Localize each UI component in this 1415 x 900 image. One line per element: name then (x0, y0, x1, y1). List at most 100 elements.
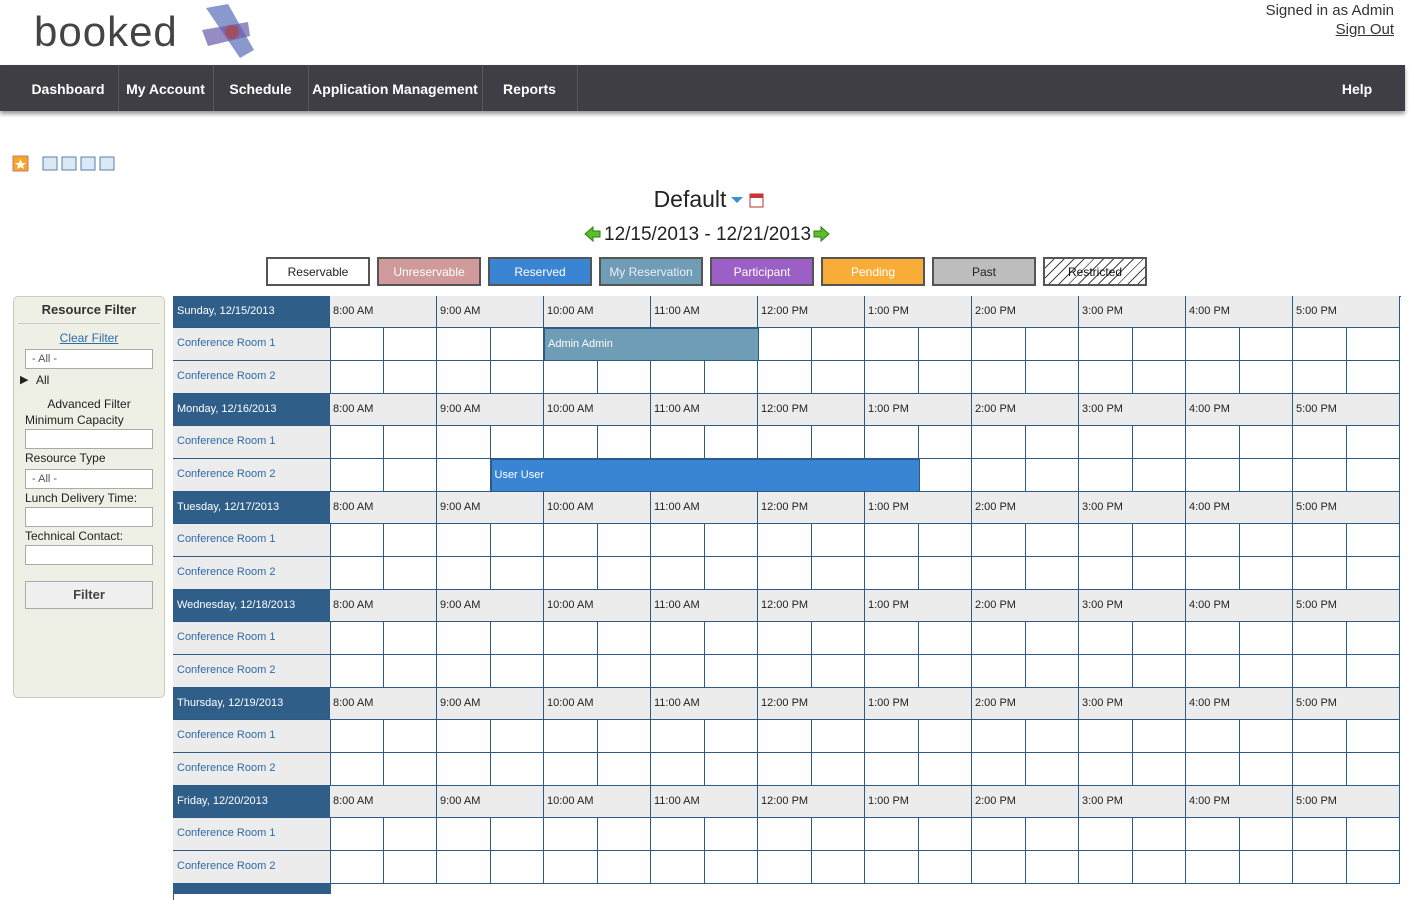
slot[interactable] (437, 524, 491, 557)
slot[interactable] (383, 818, 437, 851)
nav-item[interactable]: My Account (118, 65, 214, 111)
reservation[interactable]: Admin Admin (544, 328, 759, 361)
slot[interactable] (1186, 361, 1240, 394)
slot[interactable] (1025, 851, 1079, 884)
slot[interactable] (1239, 557, 1293, 590)
slot[interactable] (651, 720, 705, 753)
slot[interactable] (651, 426, 705, 459)
slot[interactable] (918, 524, 972, 557)
slot[interactable] (1346, 818, 1400, 851)
slot[interactable] (597, 851, 651, 884)
slot[interactable] (865, 622, 919, 655)
slot[interactable] (383, 851, 437, 884)
slot[interactable] (704, 426, 758, 459)
slot[interactable] (437, 655, 491, 688)
room-label[interactable]: Conference Room 2 (173, 655, 331, 688)
slot[interactable] (1132, 622, 1186, 655)
slot[interactable] (490, 426, 544, 459)
slot[interactable] (330, 361, 384, 394)
slot[interactable] (383, 557, 437, 590)
slot[interactable] (1025, 818, 1079, 851)
contact-input[interactable] (25, 545, 153, 565)
slot[interactable] (1293, 753, 1347, 786)
slot[interactable] (1346, 720, 1400, 753)
slot[interactable] (1239, 524, 1293, 557)
slot[interactable] (758, 328, 812, 361)
slot[interactable] (704, 818, 758, 851)
slot[interactable] (437, 459, 491, 492)
slot[interactable] (918, 655, 972, 688)
slot[interactable] (1346, 361, 1400, 394)
slot[interactable] (811, 328, 865, 361)
room-label[interactable]: Conference Room 2 (173, 753, 331, 786)
slot[interactable] (1346, 622, 1400, 655)
slot[interactable] (1025, 524, 1079, 557)
slot[interactable] (1079, 328, 1133, 361)
slot[interactable] (811, 557, 865, 590)
slot[interactable] (1186, 818, 1240, 851)
slot[interactable] (1079, 361, 1133, 394)
slot[interactable] (544, 622, 598, 655)
slot[interactable] (1079, 459, 1133, 492)
slot[interactable] (330, 818, 384, 851)
capacity-input[interactable] (25, 429, 153, 449)
slot[interactable] (1293, 851, 1347, 884)
view-icon[interactable] (42, 156, 58, 171)
slot[interactable] (1293, 524, 1347, 557)
slot[interactable] (1186, 459, 1240, 492)
slot[interactable] (972, 655, 1026, 688)
slot[interactable] (490, 557, 544, 590)
nav-item[interactable]: Dashboard (18, 65, 119, 111)
resource-select[interactable]: - All - (25, 349, 153, 369)
slot[interactable] (383, 720, 437, 753)
nav-item[interactable]: Help (1341, 81, 1373, 97)
slot[interactable] (972, 753, 1026, 786)
slot[interactable] (865, 851, 919, 884)
slot[interactable] (597, 622, 651, 655)
slot[interactable] (651, 851, 705, 884)
slot[interactable] (1346, 655, 1400, 688)
slot[interactable] (330, 459, 384, 492)
slot[interactable] (1079, 524, 1133, 557)
slot[interactable] (865, 818, 919, 851)
slot[interactable] (918, 720, 972, 753)
slot[interactable] (490, 851, 544, 884)
schedule-dropdown[interactable] (731, 197, 743, 203)
slot[interactable] (704, 753, 758, 786)
slot[interactable] (1025, 459, 1079, 492)
slot[interactable] (1239, 361, 1293, 394)
slot[interactable] (1239, 818, 1293, 851)
slot[interactable] (651, 557, 705, 590)
slot[interactable] (865, 557, 919, 590)
slot[interactable] (1293, 361, 1347, 394)
slot[interactable] (972, 622, 1026, 655)
slot[interactable] (544, 851, 598, 884)
slot[interactable] (1132, 655, 1186, 688)
slot[interactable] (1239, 655, 1293, 688)
slot[interactable] (1132, 557, 1186, 590)
room-label[interactable]: Conference Room 1 (173, 622, 331, 655)
slot[interactable] (811, 622, 865, 655)
slot[interactable] (437, 622, 491, 655)
slot[interactable] (330, 655, 384, 688)
slot[interactable] (383, 655, 437, 688)
slot[interactable] (1132, 851, 1186, 884)
slot[interactable] (490, 622, 544, 655)
slot[interactable] (490, 720, 544, 753)
slot[interactable] (1346, 426, 1400, 459)
view-icon[interactable] (80, 156, 96, 171)
slot[interactable] (918, 426, 972, 459)
slot[interactable] (1186, 557, 1240, 590)
slot[interactable] (597, 655, 651, 688)
slot[interactable] (330, 426, 384, 459)
slot[interactable] (1025, 426, 1079, 459)
slot[interactable] (811, 851, 865, 884)
slot[interactable] (437, 720, 491, 753)
slot[interactable] (383, 753, 437, 786)
slot[interactable] (1186, 524, 1240, 557)
slot[interactable] (544, 524, 598, 557)
slot[interactable] (704, 851, 758, 884)
prev-week[interactable] (584, 226, 602, 244)
slot[interactable] (1346, 524, 1400, 557)
slot[interactable] (383, 426, 437, 459)
